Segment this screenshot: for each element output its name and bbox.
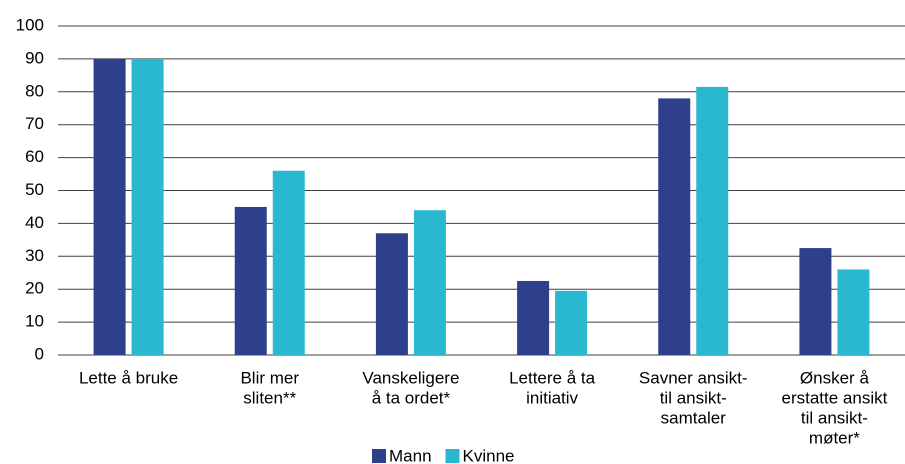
x-tick-label: Lettere å ta: [509, 368, 596, 387]
legend-swatch: [372, 449, 386, 463]
y-tick-label: 50: [25, 180, 44, 199]
y-tick-label: 90: [25, 48, 44, 67]
x-tick-label: Ønsker å: [800, 368, 870, 387]
x-tick-label: Savner ansikt-: [639, 368, 748, 387]
x-tick-label: initiativ: [526, 388, 578, 407]
bar: [658, 98, 691, 355]
y-tick-label: 20: [25, 279, 44, 298]
bar: [555, 290, 588, 355]
legend-label: Mann: [389, 446, 432, 464]
y-tick-label: 10: [25, 312, 44, 331]
x-tick-label: Lette å bruke: [79, 368, 178, 387]
y-tick-label: 30: [25, 246, 44, 265]
y-tick-label: 40: [25, 213, 44, 232]
legend-swatch: [445, 449, 460, 463]
bar: [696, 86, 729, 356]
y-tick-label: 70: [25, 114, 44, 133]
x-tick-label: til ansikt-: [801, 408, 868, 427]
x-tick-label: sliten**: [243, 388, 296, 407]
bar: [837, 269, 870, 355]
x-tick-label: Vanskeligere: [362, 368, 459, 387]
bar: [799, 248, 832, 355]
bar: [517, 280, 550, 355]
y-tick-label: 60: [25, 147, 44, 166]
y-tick-label: 100: [16, 15, 44, 34]
bar: [131, 58, 164, 356]
bar: [234, 206, 267, 355]
x-tick-label: erstatte ansikt: [782, 388, 888, 407]
bar: [272, 170, 305, 355]
x-tick-label: til ansikt-: [660, 388, 727, 407]
x-tick-label: samtaler: [661, 408, 727, 427]
bar: [375, 233, 408, 355]
legend-label: Kvinne: [463, 446, 515, 464]
bar: [93, 58, 126, 356]
x-tick-label: Blir mer: [240, 368, 299, 387]
y-tick-label: 80: [25, 81, 44, 100]
x-tick-label: møter*: [809, 428, 860, 447]
bar: [413, 210, 446, 355]
y-tick-label: 0: [35, 344, 44, 363]
x-tick-label: å ta ordet*: [372, 388, 451, 407]
